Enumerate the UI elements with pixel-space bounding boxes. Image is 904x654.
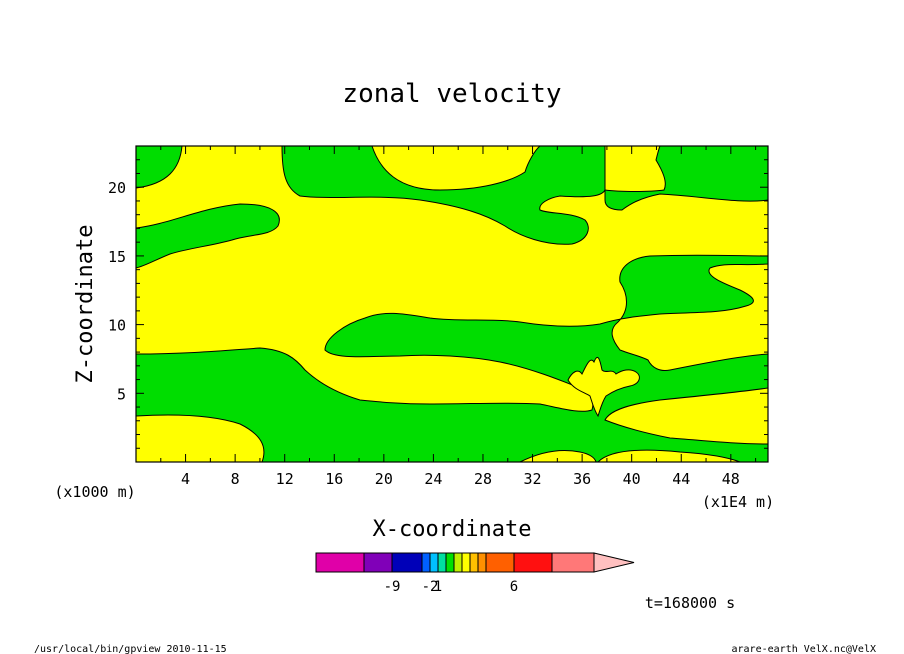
negative-contour-region <box>135 254 769 463</box>
x-tick-label: 40 <box>623 470 641 488</box>
y-tick-label: 15 <box>108 248 126 266</box>
colorbar-tick-label: -2 <box>422 579 439 595</box>
colorbar-swatch <box>429 552 439 573</box>
colorbar-swatch <box>437 552 447 573</box>
time-label: t=168000 s <box>645 594 735 612</box>
negative-contour-region <box>281 145 606 245</box>
negative-contour-region <box>135 203 280 269</box>
colorbar-swatch <box>421 552 431 573</box>
colorbar-swatch <box>477 552 487 573</box>
colorbar-swatch <box>315 552 365 573</box>
chart-title: zonal velocity <box>342 79 561 109</box>
colorbar-tick-label: 1 <box>434 579 442 595</box>
y-tick-label: 10 <box>108 317 126 335</box>
x-tick-label: 48 <box>722 470 740 488</box>
y-axis-ticks: 5 10 15 20 <box>108 159 768 449</box>
colorbar-swatch <box>453 552 463 573</box>
colorbar-swatch <box>461 552 471 573</box>
x-tick-label: 44 <box>672 470 690 488</box>
colorbar-swatch <box>551 552 595 573</box>
colorbar-swatch <box>513 552 553 573</box>
x-scale-label: (x1E4 m) <box>702 493 774 511</box>
x-axis-label: X-coordinate <box>373 517 532 542</box>
colorbar-swatch <box>391 552 423 573</box>
colorbar-tick-label: 6 <box>510 579 518 595</box>
positive-contour-region <box>519 449 597 463</box>
z-scale-label: (x1000 m) <box>54 483 135 501</box>
colorbar-swatch <box>485 552 515 573</box>
x-tick-label: 20 <box>375 470 393 488</box>
colorbar-tick-label: -9 <box>384 579 401 595</box>
plot-area <box>135 145 769 463</box>
positive-contour-region <box>567 357 640 418</box>
negative-contour-region <box>604 145 769 211</box>
x-tick-label: 4 <box>181 470 190 488</box>
colorbar-swatch <box>445 552 455 573</box>
y-axis-label: Z-coordinate <box>73 225 98 384</box>
colorbar-swatch <box>363 552 393 573</box>
x-tick-label: 24 <box>424 470 442 488</box>
x-tick-label: 28 <box>474 470 492 488</box>
x-tick-label: 16 <box>325 470 343 488</box>
colorbar-swatch <box>469 552 479 573</box>
colorbar-extension-arrow <box>593 552 635 573</box>
positive-contour-region <box>596 449 741 463</box>
x-axis-ticks: 4 8 12 16 20 24 28 32 36 40 44 48 <box>160 146 757 488</box>
footer-left: /usr/local/bin/gpview 2010-11-15 <box>34 644 227 654</box>
x-tick-label: 8 <box>231 470 240 488</box>
footer-right: arare-earth_VelX.nc@VelX <box>732 644 877 654</box>
y-tick-label: 20 <box>108 179 126 197</box>
colorbar: -9 -21 6 <box>315 552 635 595</box>
x-tick-label: 36 <box>573 470 591 488</box>
x-tick-label: 32 <box>524 470 542 488</box>
y-tick-label: 5 <box>117 385 126 403</box>
x-tick-label: 12 <box>276 470 294 488</box>
plot-frame <box>135 145 769 463</box>
